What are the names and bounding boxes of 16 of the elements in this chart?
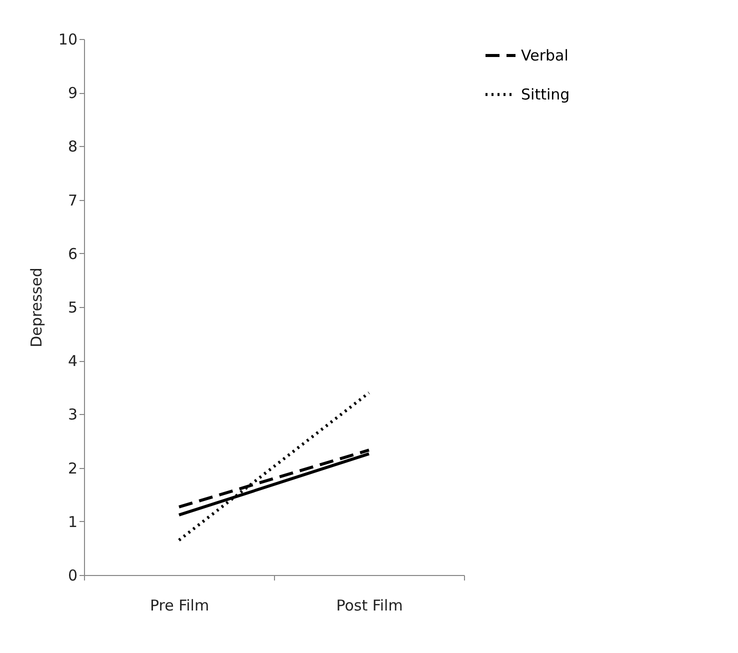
y-tick-label: 4 (68, 352, 78, 370)
y-axis-title: Depressed (27, 268, 46, 348)
x-tick-label: Post Film (336, 596, 403, 614)
y-tick-label: 2 (68, 459, 78, 478)
y-tick-label: 7 (68, 191, 78, 210)
y-tick-label: 9 (68, 84, 78, 102)
y-tick-label: 6 (68, 244, 78, 263)
y-tick-label: 5 (68, 298, 78, 316)
y-tick-label: 0 (68, 566, 78, 584)
x-tick-label: Pre Film (150, 596, 210, 614)
y-tick-label: 10 (58, 30, 78, 48)
y-tick-label: 1 (68, 512, 78, 531)
y-tick-label: 8 (68, 138, 78, 156)
legend-label: Sitting (521, 86, 570, 104)
y-tick-label: 3 (68, 406, 78, 424)
legend-label: Verbal (521, 46, 568, 64)
